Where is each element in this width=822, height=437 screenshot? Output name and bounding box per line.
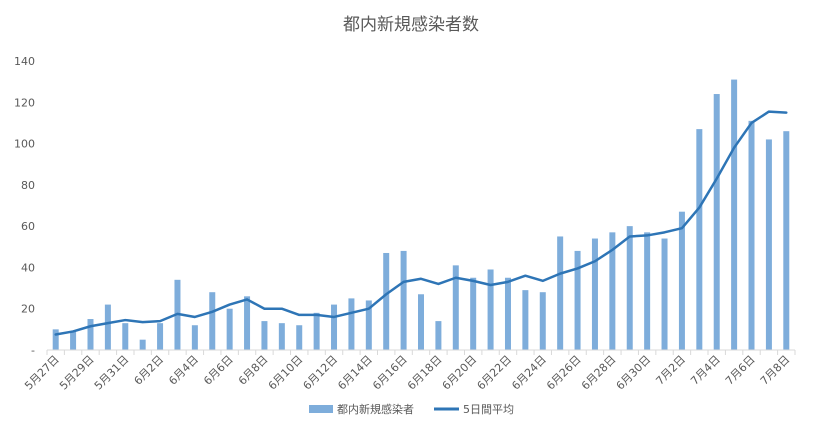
bar (644, 232, 651, 350)
bar (365, 300, 372, 350)
y-tick-label: 20 (21, 303, 35, 316)
x-tick-label: 6月20日 (440, 353, 480, 393)
bar (522, 290, 529, 350)
bar (226, 308, 233, 350)
y-tick-label: 140 (14, 55, 35, 68)
x-tick-label: 6月24日 (509, 353, 549, 393)
bar (87, 319, 94, 350)
bar (191, 325, 198, 350)
bar (626, 226, 633, 350)
y-tick-label: - (31, 344, 35, 357)
average-line (54, 110, 788, 336)
x-tick-label: 6月28日 (579, 353, 619, 393)
bar (487, 269, 494, 350)
x-tick-label: 6月30日 (614, 353, 654, 393)
bar (504, 277, 511, 350)
bar (296, 325, 303, 350)
bar (157, 323, 164, 350)
y-tick-label: 120 (14, 96, 35, 109)
bar (452, 265, 459, 350)
bar (696, 129, 703, 350)
legend: 都内新規感染者 5日間平均 (309, 402, 514, 416)
bar (104, 304, 111, 350)
bar (383, 252, 390, 350)
bar (52, 329, 59, 350)
x-tick-label: 6月2日 (132, 353, 167, 388)
bar-series (52, 79, 790, 350)
bar (261, 321, 268, 350)
x-tick-label: 5月29日 (57, 353, 97, 393)
bar (661, 238, 668, 350)
bar (70, 331, 77, 350)
bar (139, 339, 146, 350)
x-tick-label: 5月27日 (22, 353, 62, 393)
bar (765, 139, 772, 350)
bar (418, 294, 424, 350)
bar (470, 277, 477, 350)
x-tick-label: 6月26日 (544, 353, 584, 393)
x-tick-label: 6月10日 (266, 353, 306, 393)
x-tick-label: 7月4日 (688, 353, 723, 388)
bar (539, 292, 546, 350)
bar (400, 250, 407, 350)
bar (574, 250, 581, 350)
bar (122, 323, 129, 350)
y-axis: - 20 40 60 80 100 120 140 (14, 55, 35, 357)
legend-bar-label: 都内新規感染者 (337, 402, 414, 416)
bar (731, 79, 738, 350)
bar (209, 292, 216, 350)
y-tick-label: 80 (21, 179, 35, 192)
bar (713, 94, 720, 350)
x-tick-label: 6月18日 (405, 353, 445, 393)
x-tick-label: 7月8日 (758, 353, 793, 388)
x-tick-label: 6月14日 (335, 353, 375, 393)
bar (244, 296, 251, 350)
legend-line-label: 5日間平均 (463, 403, 514, 416)
x-tick-label: 7月6日 (723, 353, 758, 388)
y-tick-label: 60 (21, 220, 35, 233)
bar (278, 323, 285, 350)
bar (348, 298, 355, 350)
x-tick-label: 6月16日 (370, 353, 410, 393)
bar (678, 211, 685, 350)
y-tick-label: 40 (21, 261, 35, 274)
bar (591, 238, 598, 350)
bar (783, 131, 790, 350)
chart-title: 都内新規感染者数 (343, 15, 479, 35)
bar (313, 312, 320, 350)
line-series-group (54, 110, 788, 336)
bar (435, 321, 442, 350)
x-tick-label: 7月2日 (653, 353, 688, 388)
y-tick-label: 100 (14, 138, 35, 151)
x-tick-label: 6月22日 (475, 353, 515, 393)
bar (609, 232, 616, 350)
x-tick-label: 6月12日 (301, 353, 341, 393)
x-tick-label: 6月6日 (201, 353, 236, 388)
x-tick-label: 6月4日 (166, 353, 201, 388)
x-tick-label: 5月31日 (92, 353, 132, 393)
bar (748, 120, 755, 350)
bar (331, 304, 338, 350)
bar (557, 236, 564, 350)
legend-bar-swatch (309, 405, 333, 413)
